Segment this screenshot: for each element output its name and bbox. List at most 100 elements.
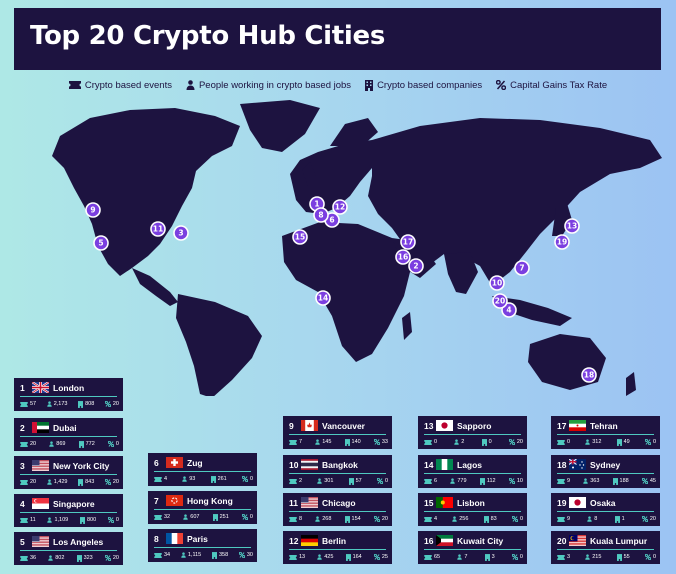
stat-tax-value: 45 — [649, 478, 656, 484]
stat-people: 7 — [457, 553, 467, 561]
stat-companies: 800 — [79, 516, 96, 524]
map-pin-marker[interactable] — [400, 234, 416, 250]
map-pin-rank: 8 — [318, 211, 323, 220]
stat-companies: 843 — [78, 478, 94, 486]
stat-companies-value: 772 — [85, 441, 95, 447]
map-pin-rank: 14 — [318, 294, 328, 303]
map-pin-vancouver[interactable]: 9 — [85, 202, 101, 218]
city-stats: 20 1,429 843 20 — [20, 478, 119, 486]
percent-icon — [511, 554, 518, 560]
map-pin-marker[interactable] — [85, 202, 101, 218]
city-rank: 1 — [20, 383, 25, 393]
city-stats: 65 7 3 0 — [424, 553, 523, 561]
map-pin-lisbon[interactable]: 15 — [292, 229, 308, 245]
card-divider — [20, 550, 117, 551]
city-card-bangkok: 10 Bangkok 2 301 57 0 — [283, 455, 392, 488]
map-pin-marker[interactable] — [564, 218, 580, 234]
stat-events-value: 57 — [30, 401, 37, 407]
city-card-tehran: 17 Tehran 0 312 49 0 — [551, 416, 660, 449]
map-pin-marker[interactable] — [150, 221, 166, 237]
map-pin-marker[interactable] — [292, 229, 308, 245]
card-divider — [424, 434, 521, 435]
map-pin-paris[interactable]: 8 — [313, 207, 329, 223]
flag-fr-icon — [166, 533, 183, 544]
map-pin-marker[interactable] — [173, 225, 189, 241]
map-pin-sapporo[interactable]: 13 — [564, 218, 580, 234]
map-pin-new-york-city[interactable]: 3 — [173, 225, 189, 241]
person-icon — [183, 514, 188, 520]
stat-tax-value: 20 — [649, 516, 656, 522]
ticket-icon — [154, 552, 162, 558]
flag-ca-icon — [301, 420, 318, 431]
stat-events-value: 65 — [434, 554, 441, 560]
stat-companies: 808 — [78, 400, 94, 408]
city-rank: 3 — [20, 461, 25, 471]
city-stats: 0 312 49 0 — [557, 438, 656, 446]
map-pin-marker[interactable] — [408, 258, 424, 274]
percent-icon — [508, 439, 515, 445]
map-pin-dubai[interactable]: 2 — [408, 258, 424, 274]
city-card-vancouver: 9 Vancouver 7 145 140 33 — [283, 416, 392, 449]
map-pin-kuwait-city[interactable]: 16 — [395, 249, 411, 265]
map-pin-tehran[interactable]: 17 — [400, 234, 416, 250]
map-pin-marker[interactable] — [554, 234, 570, 250]
card-divider — [154, 509, 251, 510]
africa — [282, 222, 412, 362]
city-name: Sapporo — [457, 421, 492, 431]
map-pin-marker[interactable] — [93, 235, 109, 251]
stat-people-value: 256 — [459, 516, 469, 522]
map-pin-marker[interactable] — [514, 260, 530, 276]
map-pin-kuala-lumpur[interactable]: 20 — [492, 293, 508, 309]
stat-people: 779 — [450, 477, 467, 485]
legend-item-companies: Crypto based companies — [365, 79, 483, 91]
map-pin-marker[interactable] — [581, 367, 597, 383]
stat-tax: 0 — [644, 553, 656, 561]
city-name: Chicago — [322, 498, 356, 508]
map-pin-rank: 5 — [98, 239, 103, 248]
percent-icon — [104, 555, 111, 561]
city-stats: 34 1,115 358 30 — [154, 551, 253, 559]
stat-companies: 154 — [344, 515, 361, 523]
map-pin-osaka[interactable]: 19 — [554, 234, 570, 250]
map-pin-los-angeles[interactable]: 5 — [93, 235, 109, 251]
map-pin-marker[interactable] — [332, 199, 348, 215]
city-card-osaka: 19 Osaka 9 8 1 20 — [551, 493, 660, 526]
map-pin-marker[interactable] — [489, 275, 505, 291]
stat-tax-value: 0 — [652, 554, 656, 560]
map-pin-hong-kong[interactable]: 7 — [514, 260, 530, 276]
stat-people-value: 1,429 — [53, 479, 68, 485]
stat-people: 312 — [585, 438, 601, 446]
map-pin-rank: 3 — [178, 229, 183, 238]
stat-tax-value: 10 — [516, 478, 523, 484]
map-pin-marker[interactable] — [315, 290, 331, 306]
stat-events: 57 — [20, 400, 36, 408]
map-pin-bangkok[interactable]: 10 — [489, 275, 505, 291]
stat-events-value: 0 — [567, 439, 571, 445]
legend-label-people: People working in crypto based jobs — [198, 79, 352, 91]
stat-events-value: 36 — [30, 555, 37, 561]
percent-icon — [644, 554, 651, 560]
stat-events-value: 9 — [567, 516, 571, 522]
stat-events: 65 — [424, 553, 440, 561]
map-pin-chicago[interactable]: 11 — [150, 221, 166, 237]
legend-label-companies: Crypto based companies — [377, 79, 483, 91]
stat-companies-value: 112 — [486, 478, 496, 484]
stat-people-value: 2 — [461, 439, 465, 445]
map-pin-lagos[interactable]: 14 — [315, 290, 331, 306]
stat-tax: 0 — [107, 440, 119, 448]
map-pin-marker[interactable] — [395, 249, 411, 265]
percent-icon — [373, 516, 380, 522]
ticket-icon — [289, 554, 297, 560]
stat-events: 34 — [154, 551, 170, 559]
card-divider — [289, 549, 386, 550]
city-name: Kuala Lumpur — [590, 536, 648, 546]
city-name: Osaka — [590, 498, 616, 508]
map-pin-berlin[interactable]: 12 — [332, 199, 348, 215]
stat-people-value: 312 — [592, 439, 602, 445]
map-pin-marker[interactable] — [492, 293, 508, 309]
map-pin-rank: 10 — [492, 279, 502, 288]
stat-events: 9 — [557, 515, 570, 523]
map-pin-sydney[interactable]: 18 — [581, 367, 597, 383]
map-pin-marker[interactable] — [313, 207, 329, 223]
